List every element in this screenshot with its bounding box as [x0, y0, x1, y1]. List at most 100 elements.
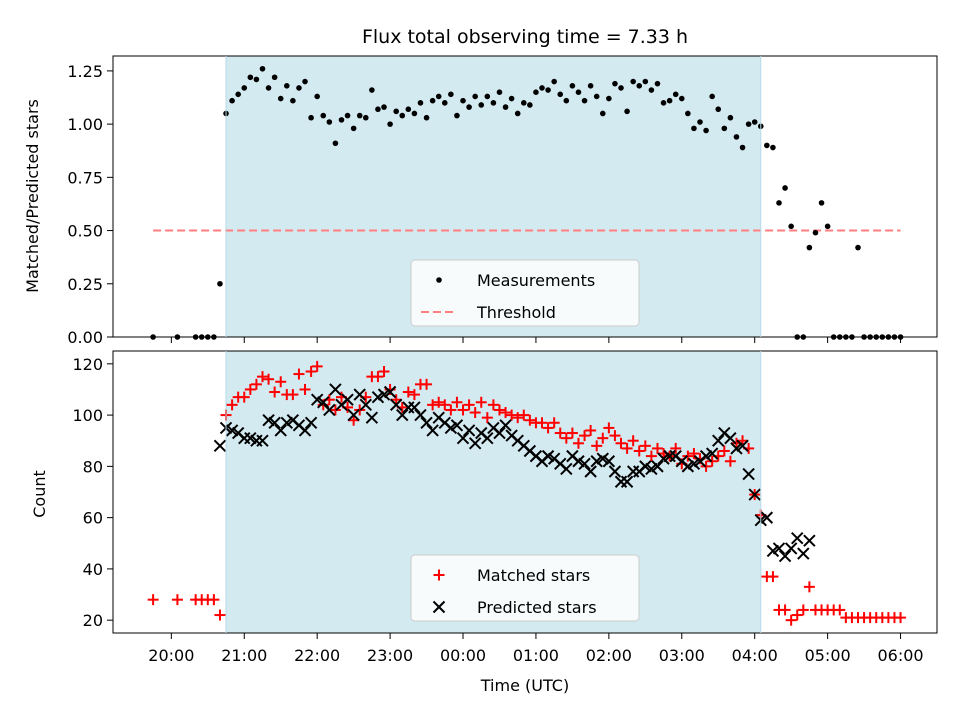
- predicted-star-point: [493, 426, 506, 440]
- measurement-point: [460, 97, 466, 104]
- matched-star-point: [493, 404, 505, 416]
- measurement-point: [751, 119, 758, 125]
- matched-stars-series: [147, 360, 907, 626]
- measurement-point: [466, 104, 472, 110]
- matched-star-point: [572, 437, 584, 449]
- matched-star-point: [718, 445, 730, 457]
- x-tick-label: 05:00: [805, 646, 851, 665]
- predicted-star-point: [298, 424, 312, 437]
- measurement-point: [782, 185, 788, 191]
- measurement-point: [630, 78, 636, 85]
- measurement-point: [563, 97, 570, 104]
- matched-star-point: [895, 612, 907, 624]
- predicted-star-point: [462, 424, 476, 437]
- predicted-star-point: [712, 434, 725, 447]
- predicted-star-point: [608, 465, 622, 478]
- matched-star-point: [214, 609, 226, 621]
- y-tick-label: 0.50: [67, 222, 103, 241]
- measurement-point: [812, 229, 819, 236]
- matched-star-point: [445, 404, 457, 416]
- measurement-point: [326, 119, 333, 125]
- x-tick-label: 06:00: [877, 646, 923, 665]
- measurement-point: [247, 74, 254, 81]
- predicted-star-point: [797, 547, 810, 560]
- predicted-star-point: [213, 439, 227, 453]
- matched-star-point: [737, 435, 749, 447]
- measurement-point: [770, 144, 776, 151]
- matched-star-point: [645, 450, 657, 462]
- measurement-point: [478, 102, 485, 108]
- measurement-point: [454, 112, 460, 119]
- matched-star-point: [238, 391, 250, 403]
- measurement-point: [533, 89, 539, 95]
- measurement-point: [423, 114, 430, 121]
- matched-star-point: [506, 409, 518, 421]
- matched-star-point: [627, 435, 639, 447]
- measurement-point: [448, 91, 454, 98]
- matched-star-point: [542, 422, 554, 434]
- measurement-point: [678, 95, 685, 102]
- measurement-point: [691, 125, 697, 132]
- matched-star-point: [803, 581, 815, 593]
- measurement-point: [709, 93, 715, 100]
- matched-star-point: [518, 409, 530, 421]
- measurement-point: [229, 97, 235, 104]
- measurement-point: [824, 223, 831, 230]
- measurement-point: [539, 85, 545, 91]
- predicted-star-point: [256, 434, 269, 447]
- matched-star-point: [250, 378, 262, 390]
- measurement-point: [496, 89, 503, 95]
- predicted-star-point: [341, 393, 354, 406]
- predicted-star-point: [383, 385, 397, 399]
- matched-star-point: [785, 614, 797, 626]
- matched-star-point: [433, 396, 445, 408]
- predicted-star-point: [329, 383, 342, 396]
- matched-star-point: [269, 386, 281, 398]
- measurement-point: [648, 87, 655, 93]
- matched-star-point: [591, 440, 603, 452]
- matched-star-point: [402, 386, 414, 398]
- predicted-star-point: [602, 455, 616, 468]
- y-tick-label: 120: [72, 355, 103, 374]
- top-y-axis-label: Matched/Predicted stars: [23, 99, 42, 293]
- measurement-point: [612, 80, 618, 87]
- measurement-point: [417, 100, 424, 106]
- measurement-point: [818, 200, 825, 206]
- measurement-point: [314, 93, 320, 100]
- bottom-plot-frame: [112, 350, 938, 634]
- measurement-point: [788, 223, 794, 230]
- predicted-star-point: [456, 431, 470, 445]
- measurement-point: [721, 125, 728, 132]
- matched-star-point: [603, 422, 615, 434]
- measurement-point: [776, 200, 782, 206]
- legend-label: Measurements: [477, 271, 595, 290]
- predicted-star-point: [620, 475, 634, 488]
- matched-star-point: [566, 427, 578, 439]
- measurement-point: [429, 97, 436, 104]
- predicted-star-point: [724, 431, 737, 445]
- bottom-legend: Matched stars Predicted stars: [410, 554, 640, 622]
- predicted-star-point: [705, 447, 719, 460]
- measurement-point: [253, 76, 260, 83]
- measurement-point: [551, 78, 557, 85]
- measurement-point: [715, 106, 722, 113]
- bottom-panel: 20 40 60 80 100 120 20:00 21:00 22:00 23:00 00:00…: [30, 350, 938, 695]
- top-panel: 0.00 0.25 0.50 0.75 1.00 1.25 Matched/Predict…: [23, 55, 938, 347]
- predicted-star-point: [499, 419, 512, 432]
- measurement-point: [381, 104, 387, 110]
- measurement-point: [606, 95, 612, 102]
- measurement-point: [703, 127, 709, 134]
- matched-star-point: [427, 399, 439, 411]
- matched-star-point: [609, 430, 621, 442]
- measurement-point: [271, 74, 278, 81]
- measurement-point: [581, 97, 588, 104]
- predicted-star-point: [651, 460, 664, 473]
- matched-star-point: [305, 366, 317, 378]
- measurement-point: [764, 142, 770, 149]
- matched-star-point: [615, 437, 627, 449]
- measurement-point: [666, 97, 673, 104]
- predicted-star-point: [481, 431, 494, 445]
- bottom-x-axis: 20:00 21:00 22:00 23:00 00:00 01:00 02:00 03:00…: [148, 633, 924, 665]
- y-tick-label: 40: [83, 560, 103, 579]
- predicted-star-point: [584, 465, 597, 478]
